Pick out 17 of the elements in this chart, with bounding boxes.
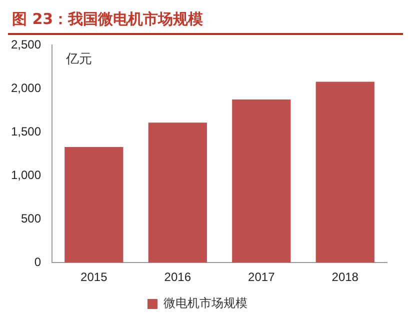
y-axis-title: 亿元 <box>65 52 92 68</box>
y-tick-label: 2,500 <box>11 38 42 52</box>
bar <box>232 100 291 263</box>
y-tick-label: 1,500 <box>11 124 42 138</box>
legend-label: 微电机市场规模 <box>164 296 248 310</box>
y-tick-label: 2,000 <box>11 80 42 95</box>
bar <box>316 82 374 263</box>
y-tick-label: 1,000 <box>11 168 42 182</box>
y-tick-label: 500 <box>21 211 42 226</box>
x-tick-label: 2015 <box>80 270 108 284</box>
y-tick-label: 0 <box>34 254 42 269</box>
x-tick-label: 2018 <box>332 270 359 284</box>
bar <box>148 122 207 263</box>
x-tick-label: 2017 <box>248 270 276 284</box>
chart-title: 图 23：我国微电机市场规模 <box>8 8 403 35</box>
x-tick-label: 2016 <box>164 270 192 284</box>
bar <box>64 146 124 263</box>
